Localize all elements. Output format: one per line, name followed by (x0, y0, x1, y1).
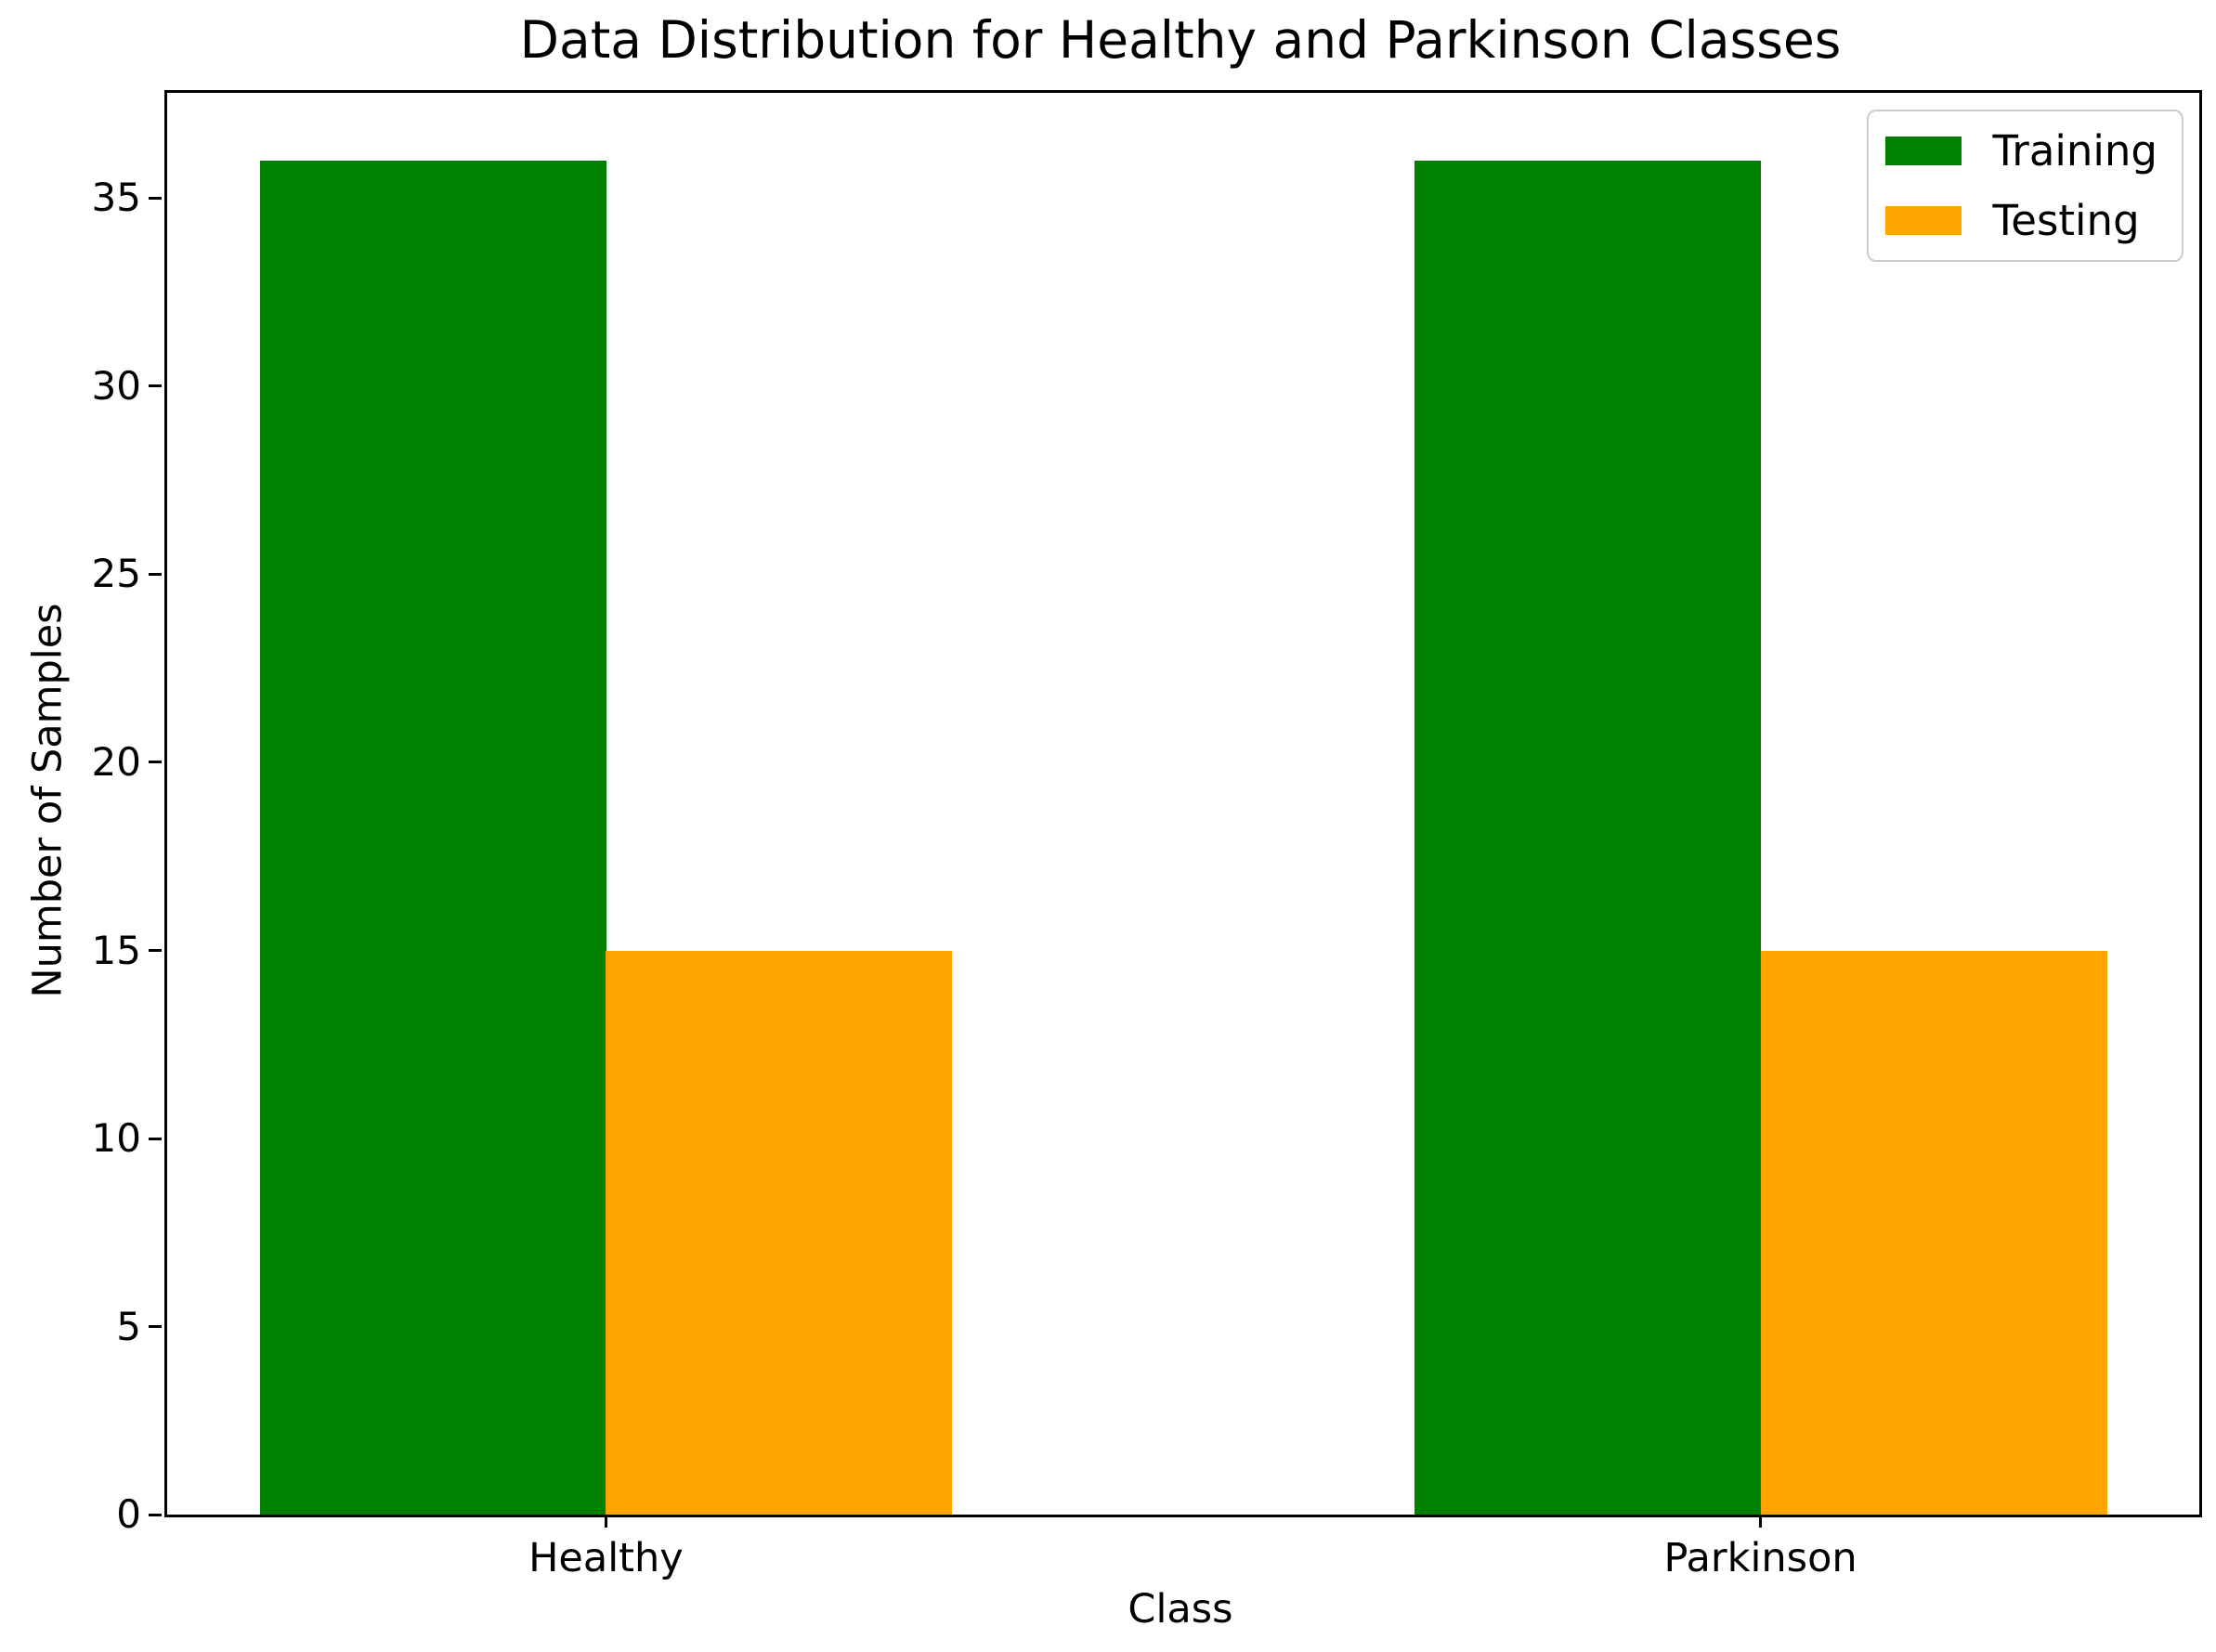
y-tick-label: 5 (116, 1303, 141, 1349)
y-tick (149, 1325, 162, 1328)
y-axis-label: Number of Samples (24, 603, 72, 998)
bar-training-healthy (259, 160, 606, 1515)
legend: Training Testing (1867, 110, 2183, 262)
legend-entry-testing: Testing (1885, 200, 2157, 241)
x-tick (1759, 1515, 1763, 1528)
y-tick-label: 20 (91, 738, 141, 785)
y-tick (149, 384, 162, 388)
y-tick (149, 949, 162, 952)
x-tick (604, 1515, 607, 1528)
legend-swatch-testing-icon (1885, 206, 1962, 235)
y-tick (149, 196, 162, 200)
x-axis-label: Class (1128, 1586, 1233, 1632)
bar-testing-healthy (606, 950, 953, 1515)
chart-title: Data Distribution for Healthy and Parkin… (519, 10, 1842, 70)
legend-entry-training: Training (1885, 130, 2157, 172)
bar-training-parkinson (1414, 160, 1761, 1515)
plot-area: Training Testing 0 5 10 15 20 25 30 35 Healthy Par… (92, 90, 2202, 1579)
y-tick (149, 572, 162, 576)
y-tick-label: 25 (91, 551, 141, 597)
y-tick-label: 0 (116, 1491, 141, 1537)
y-tick-label: 30 (91, 362, 141, 409)
y-tick-label: 10 (91, 1115, 141, 1161)
y-tick-label: 15 (91, 927, 141, 973)
y-tick (149, 1137, 162, 1140)
x-tick-label-parkinson: Parkinson (1663, 1535, 1858, 1581)
bar-testing-parkinson (1760, 950, 2107, 1515)
y-tick-label: 35 (91, 175, 141, 221)
legend-label-testing: Testing (1992, 196, 2140, 245)
legend-label-training: Training (1992, 126, 2157, 176)
y-tick (149, 1513, 162, 1516)
legend-swatch-training-icon (1885, 137, 1962, 165)
y-tick (149, 761, 162, 764)
x-tick-label-healthy: Healthy (528, 1535, 684, 1581)
